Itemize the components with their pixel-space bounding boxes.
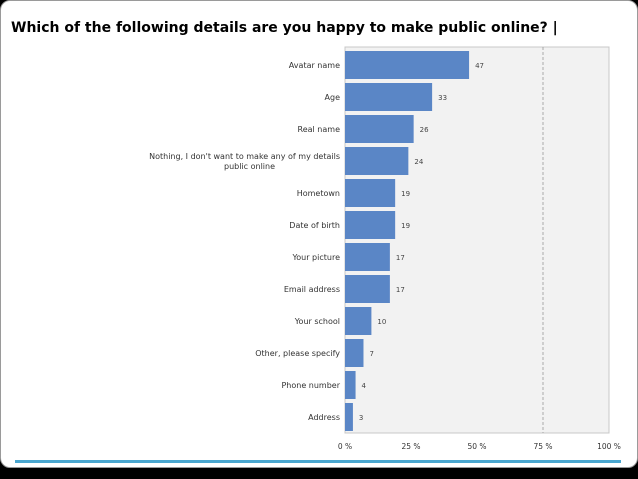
category-label: Your picture [291, 253, 340, 262]
bar [345, 211, 396, 239]
bar [345, 339, 364, 367]
value-label: 33 [438, 94, 447, 102]
value-label: 24 [414, 158, 423, 166]
bar [345, 147, 409, 175]
bar [345, 371, 356, 399]
bar [345, 275, 390, 303]
plot-area [344, 46, 610, 434]
category-label: Address [308, 413, 340, 422]
bar [345, 115, 414, 143]
value-label: 4 [362, 382, 367, 390]
category-label: Your school [294, 317, 340, 326]
category-label: Other, please specify [255, 349, 340, 358]
category-label: Email address [284, 285, 340, 294]
value-label: 10 [377, 318, 386, 326]
x-tick-label: 50 % [467, 442, 486, 451]
bar [345, 51, 470, 79]
bar [345, 243, 390, 271]
category-label: Phone number [281, 381, 340, 390]
category-label: Hometown [297, 189, 340, 198]
category-label: Date of birth [289, 221, 340, 230]
bar [345, 307, 372, 335]
value-label: 26 [420, 126, 429, 134]
bar [345, 179, 396, 207]
value-label: 3 [359, 414, 363, 422]
bar [345, 83, 433, 111]
value-label: 19 [401, 222, 410, 230]
bar [345, 403, 353, 431]
value-label: 19 [401, 190, 410, 198]
value-label: 17 [396, 286, 405, 294]
slide-frame: Which of the following details are you h… [0, 0, 638, 468]
x-tick-label: 0 % [338, 442, 352, 451]
chart-title: Which of the following details are you h… [11, 20, 558, 36]
category-label: Real name [298, 125, 341, 134]
category-label: Age [325, 93, 341, 102]
value-label: 17 [396, 254, 405, 262]
accent-rule [15, 460, 621, 463]
category-label: Nothing, I don't want to make any of my … [149, 152, 340, 171]
x-tick-label: 75 % [533, 442, 552, 451]
value-label: 47 [475, 62, 484, 70]
value-label: 7 [369, 350, 373, 358]
category-label: Avatar name [289, 61, 340, 70]
x-tick-label: 25 % [401, 442, 420, 451]
x-tick-label: 100 % [597, 442, 621, 451]
